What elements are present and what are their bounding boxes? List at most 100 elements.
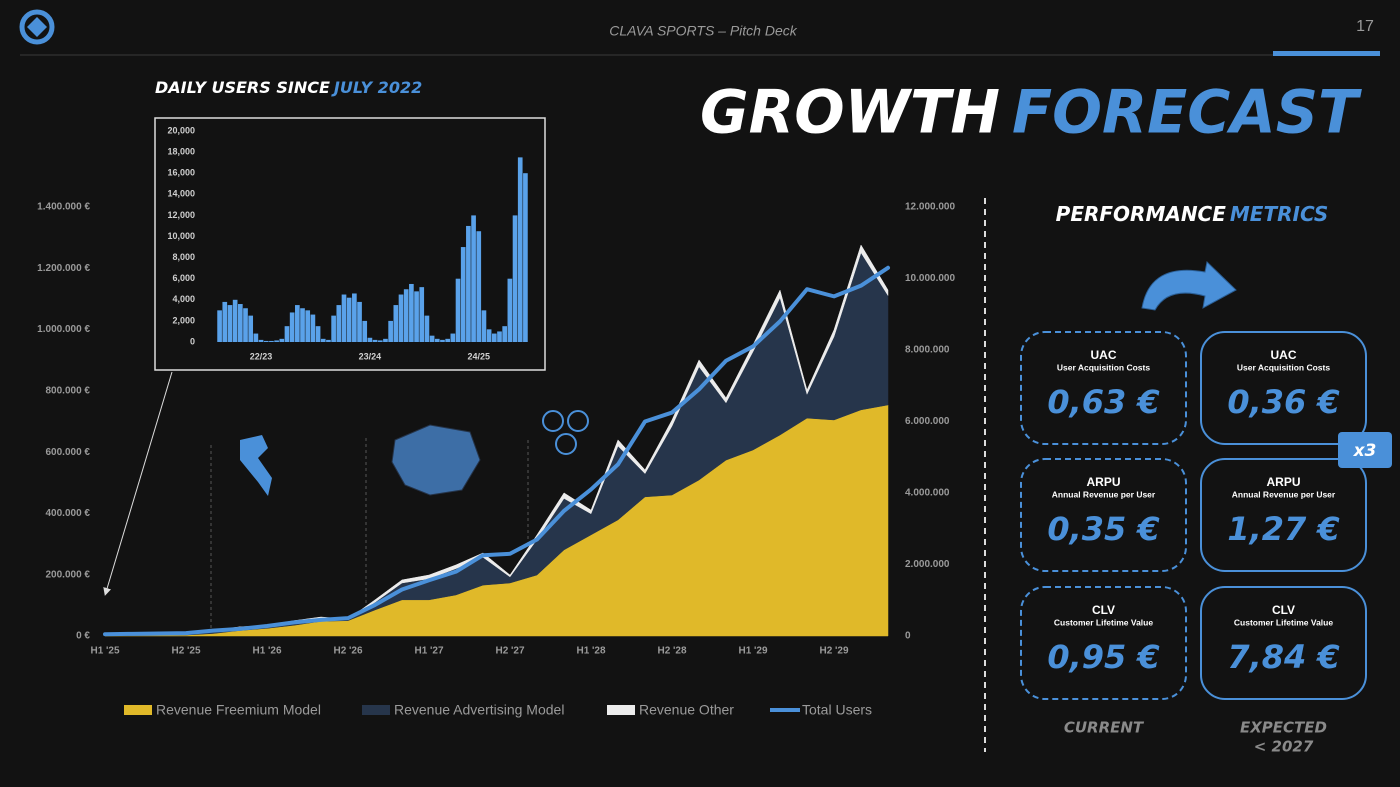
y-tick-label: 800.000 €	[46, 385, 91, 396]
inset-bar	[331, 315, 336, 342]
y2-tick-label: 6.000.000	[905, 416, 950, 427]
inset-y-tick-label: 18,000	[167, 146, 195, 156]
logo	[19, 9, 55, 45]
inset-bar	[419, 287, 425, 342]
inset-bar	[491, 333, 497, 342]
inset-bar	[388, 320, 393, 342]
inset-bar	[253, 333, 259, 342]
inset-title-part: DAILY USERS SINCE	[155, 78, 330, 97]
multiplier-badge	[1338, 432, 1392, 468]
legend-swatch	[362, 705, 390, 715]
y2-tick-label: 10.000.000	[905, 273, 955, 284]
metric-card	[1200, 331, 1367, 445]
headline-part: GROWTH	[700, 78, 1000, 148]
inset-bar	[512, 215, 518, 342]
inset-y-tick-label: 8,000	[172, 252, 195, 262]
inset-bar	[398, 294, 404, 342]
inset-bar	[471, 215, 476, 342]
metric-name: UAC	[1271, 348, 1297, 362]
inset-bar	[310, 314, 316, 342]
legend-label: Total Users	[802, 702, 872, 718]
y-tick-label: 600.000 €	[46, 447, 91, 458]
metric-full-name: Customer Lifetime Value	[1054, 617, 1153, 627]
y2-tick-label: 4.000.000	[905, 488, 950, 499]
y-tick-label: 400.000 €	[46, 508, 91, 519]
inset-bar	[445, 338, 450, 342]
inset-y-tick-label: 2,000	[172, 315, 195, 325]
inset-pointer	[103, 371, 173, 596]
inset-bar	[409, 283, 414, 342]
y-tick-label: 1.000.000 €	[37, 324, 90, 335]
inset-bar	[315, 326, 321, 342]
inset-bar	[434, 338, 440, 342]
users-line	[103, 265, 890, 637]
sports-balls	[542, 410, 589, 455]
x-tick-label: H1 '27	[414, 646, 444, 657]
metric-value: 0,63 €	[1047, 383, 1159, 421]
x-tick-label: H2 '27	[495, 646, 525, 657]
inset-x-tick-label: 22/23	[250, 351, 273, 361]
y-tick-label: 200.000 €	[46, 569, 91, 580]
inset-bar	[460, 247, 466, 342]
inset-bar	[497, 331, 502, 342]
inset-bar	[284, 326, 290, 342]
x-tick-label: H1 '26	[252, 646, 282, 657]
inset-bar	[450, 333, 456, 342]
inset-bar	[502, 326, 508, 342]
metric-full-name: Customer Lifetime Value	[1234, 617, 1333, 627]
inset-bar	[486, 329, 492, 342]
inset-bar	[383, 338, 388, 342]
inset-bar	[237, 304, 243, 342]
metric-value: 0,35 €	[1047, 510, 1159, 548]
italy-map	[240, 435, 272, 496]
y2-tick-label: 12.000.000	[905, 202, 955, 213]
inset-bar	[217, 310, 222, 342]
inset-title: DAILY USERS SINCE JULY 2022	[155, 78, 422, 97]
header-accent	[1273, 51, 1380, 56]
inset-bar	[263, 340, 269, 342]
inset-bar	[289, 312, 295, 342]
column-label: CURRENT	[1064, 719, 1145, 737]
legend-label: Revenue Other	[639, 702, 734, 718]
inset-bar	[269, 340, 274, 342]
inset-bar	[466, 225, 471, 342]
inset-bar	[377, 340, 383, 342]
metric-card	[1020, 331, 1187, 445]
inset-bar	[367, 337, 373, 342]
inset-y-tick-label: 20,000	[167, 125, 195, 135]
deck-title: CLAVA SPORTS – Pitch Deck	[609, 23, 798, 39]
inset-bar	[414, 291, 419, 342]
headline-part: FORECAST	[1012, 78, 1362, 148]
metrics-title: PERFORMANCE METRICS	[1056, 202, 1329, 226]
inset-y-tick-label: 16,000	[167, 168, 195, 178]
inset-bar	[295, 305, 300, 342]
metric-full-name: Annual Revenue per User	[1232, 489, 1336, 499]
y2-tick-label: 2.000.000	[905, 559, 950, 570]
inset-bar	[274, 340, 279, 342]
inset-y-tick-label: 6,000	[172, 273, 195, 283]
y2-tick-label: 8.000.000	[905, 345, 950, 356]
x-tick-label: H1 '29	[738, 646, 768, 657]
inset-bar	[455, 278, 461, 342]
inset-title-part: JULY 2022	[331, 78, 422, 97]
x-tick-label: H2 '25	[171, 646, 201, 657]
inset-y-tick-label: 0	[190, 336, 195, 346]
x-tick-label: H2 '28	[657, 646, 687, 657]
inset-bar	[258, 339, 264, 342]
inset-bar	[341, 294, 347, 342]
legend-swatch	[607, 705, 635, 715]
inset-bar	[424, 315, 430, 342]
inset-bar	[336, 305, 342, 342]
metric-name: ARPU	[1086, 475, 1120, 489]
multiplier-label: x3	[1353, 441, 1377, 461]
flow-arrow	[1141, 261, 1237, 311]
x-tick-label: H2 '26	[333, 646, 363, 657]
x-tick-label: H1 '25	[90, 646, 120, 657]
europe-map	[391, 424, 481, 496]
metric-full-name: User Acquisition Costs	[1057, 362, 1150, 372]
inset-bar	[248, 315, 254, 342]
y-tick-label: 0 €	[76, 631, 90, 642]
page-number: 17	[1356, 18, 1374, 35]
inset-bar	[243, 308, 248, 342]
inset-bar	[481, 310, 487, 342]
